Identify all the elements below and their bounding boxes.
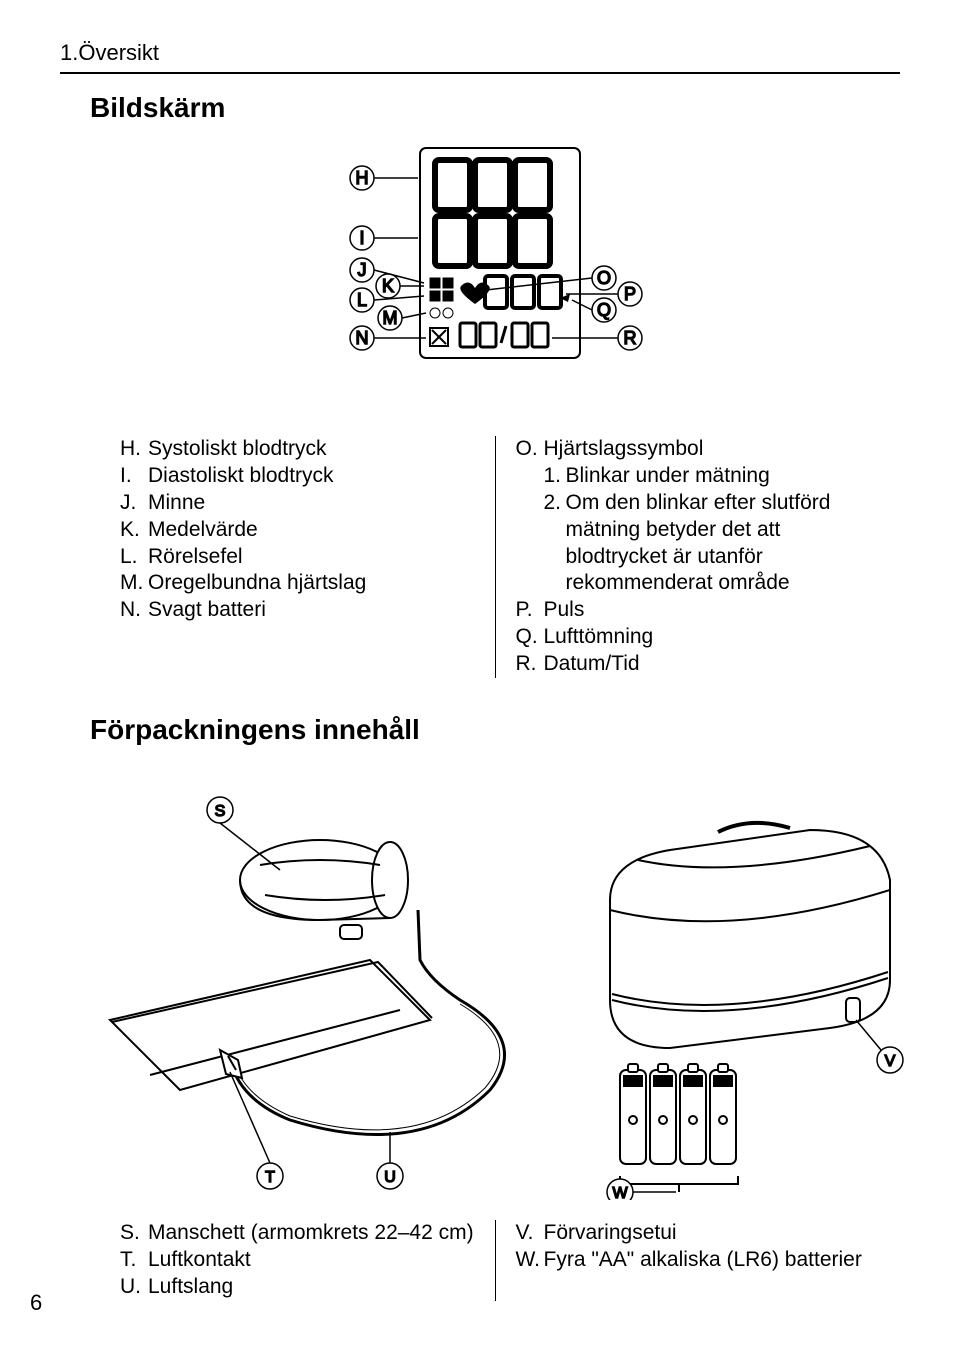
label: Diastoliskt blodtryck xyxy=(148,463,334,490)
page-number: 6 xyxy=(30,1290,42,1316)
svg-text:Q: Q xyxy=(597,300,611,320)
letter: Q. xyxy=(516,624,544,651)
letter: R. xyxy=(516,651,544,678)
label: Om den blinkar efter slutförd mätning be… xyxy=(566,490,871,598)
contents-diagram: S T U V W xyxy=(60,760,900,1200)
letter: L. xyxy=(120,544,148,571)
label: Manschett (armomkrets 22–42 cm) xyxy=(148,1220,474,1247)
legend-columns: H.Systoliskt blodtryck I.Diastoliskt blo… xyxy=(120,436,870,678)
contents-right: V.Förvaringsetui W.Fyra "AA" alkaliska (… xyxy=(516,1220,871,1301)
label: Blinkar under mätning xyxy=(566,463,770,490)
label: Medelvärde xyxy=(148,517,258,544)
svg-text:L: L xyxy=(357,290,367,310)
svg-text:V: V xyxy=(885,1053,896,1070)
svg-text:P: P xyxy=(624,284,636,304)
contents-left: S.Manschett (armomkrets 22–42 cm) T.Luft… xyxy=(120,1220,475,1301)
legend-right: O.Hjärtslagssymbol 1.Blinkar under mätni… xyxy=(516,436,871,678)
label: Lufttömning xyxy=(544,624,654,651)
letter: J. xyxy=(120,490,148,517)
svg-text:R: R xyxy=(624,328,637,348)
letter: M. xyxy=(120,570,148,597)
svg-text:H: H xyxy=(356,168,369,188)
label: Rörelsefel xyxy=(148,544,243,571)
letter: K. xyxy=(120,517,148,544)
page-header: 1.Översikt xyxy=(60,40,900,66)
svg-text:J: J xyxy=(358,260,367,280)
letter: P. xyxy=(516,597,544,624)
letter: N. xyxy=(120,597,148,624)
svg-text:O: O xyxy=(597,268,611,288)
label: Puls xyxy=(544,597,585,624)
label: Luftkontakt xyxy=(148,1247,251,1274)
svg-text:M: M xyxy=(383,308,398,328)
sub-num: 2. xyxy=(516,490,566,598)
svg-text:W: W xyxy=(612,1185,628,1200)
label: Minne xyxy=(148,490,205,517)
label: Fyra "AA" alkaliska (LR6) batterier xyxy=(544,1247,862,1274)
letter: O. xyxy=(516,436,544,463)
letter: H. xyxy=(120,436,148,463)
contents-legend: S.Manschett (armomkrets 22–42 cm) T.Luft… xyxy=(120,1220,870,1301)
label: Oregelbundna hjärtslag xyxy=(148,570,366,597)
divider xyxy=(60,72,900,74)
letter: I. xyxy=(120,463,148,490)
svg-text:K: K xyxy=(382,276,394,296)
svg-text:S: S xyxy=(215,803,226,820)
svg-text:I: I xyxy=(359,228,364,248)
display-diagram: H I J K L M N O P Q R xyxy=(290,138,670,408)
label: Hjärtslagssymbol xyxy=(544,436,704,463)
legend-left: H.Systoliskt blodtryck I.Diastoliskt blo… xyxy=(120,436,475,678)
letter: U. xyxy=(120,1274,148,1301)
label: Systoliskt blodtryck xyxy=(148,436,327,463)
letter: S. xyxy=(120,1220,148,1247)
svg-text:N: N xyxy=(356,328,369,348)
section-title-contents: Förpackningens innehåll xyxy=(90,714,900,746)
svg-text:T: T xyxy=(265,1169,275,1186)
letter: V. xyxy=(516,1220,544,1247)
label: Datum/Tid xyxy=(544,651,640,678)
column-divider xyxy=(495,1220,496,1301)
sub-num: 1. xyxy=(516,463,566,490)
section-title-display: Bildskärm xyxy=(90,92,900,124)
svg-text:U: U xyxy=(384,1169,396,1186)
column-divider xyxy=(495,436,496,678)
letter: T. xyxy=(120,1247,148,1274)
label: Luftslang xyxy=(148,1274,233,1301)
letter: W. xyxy=(516,1247,544,1274)
label: Förvaringsetui xyxy=(544,1220,677,1247)
label: Svagt batteri xyxy=(148,597,266,624)
